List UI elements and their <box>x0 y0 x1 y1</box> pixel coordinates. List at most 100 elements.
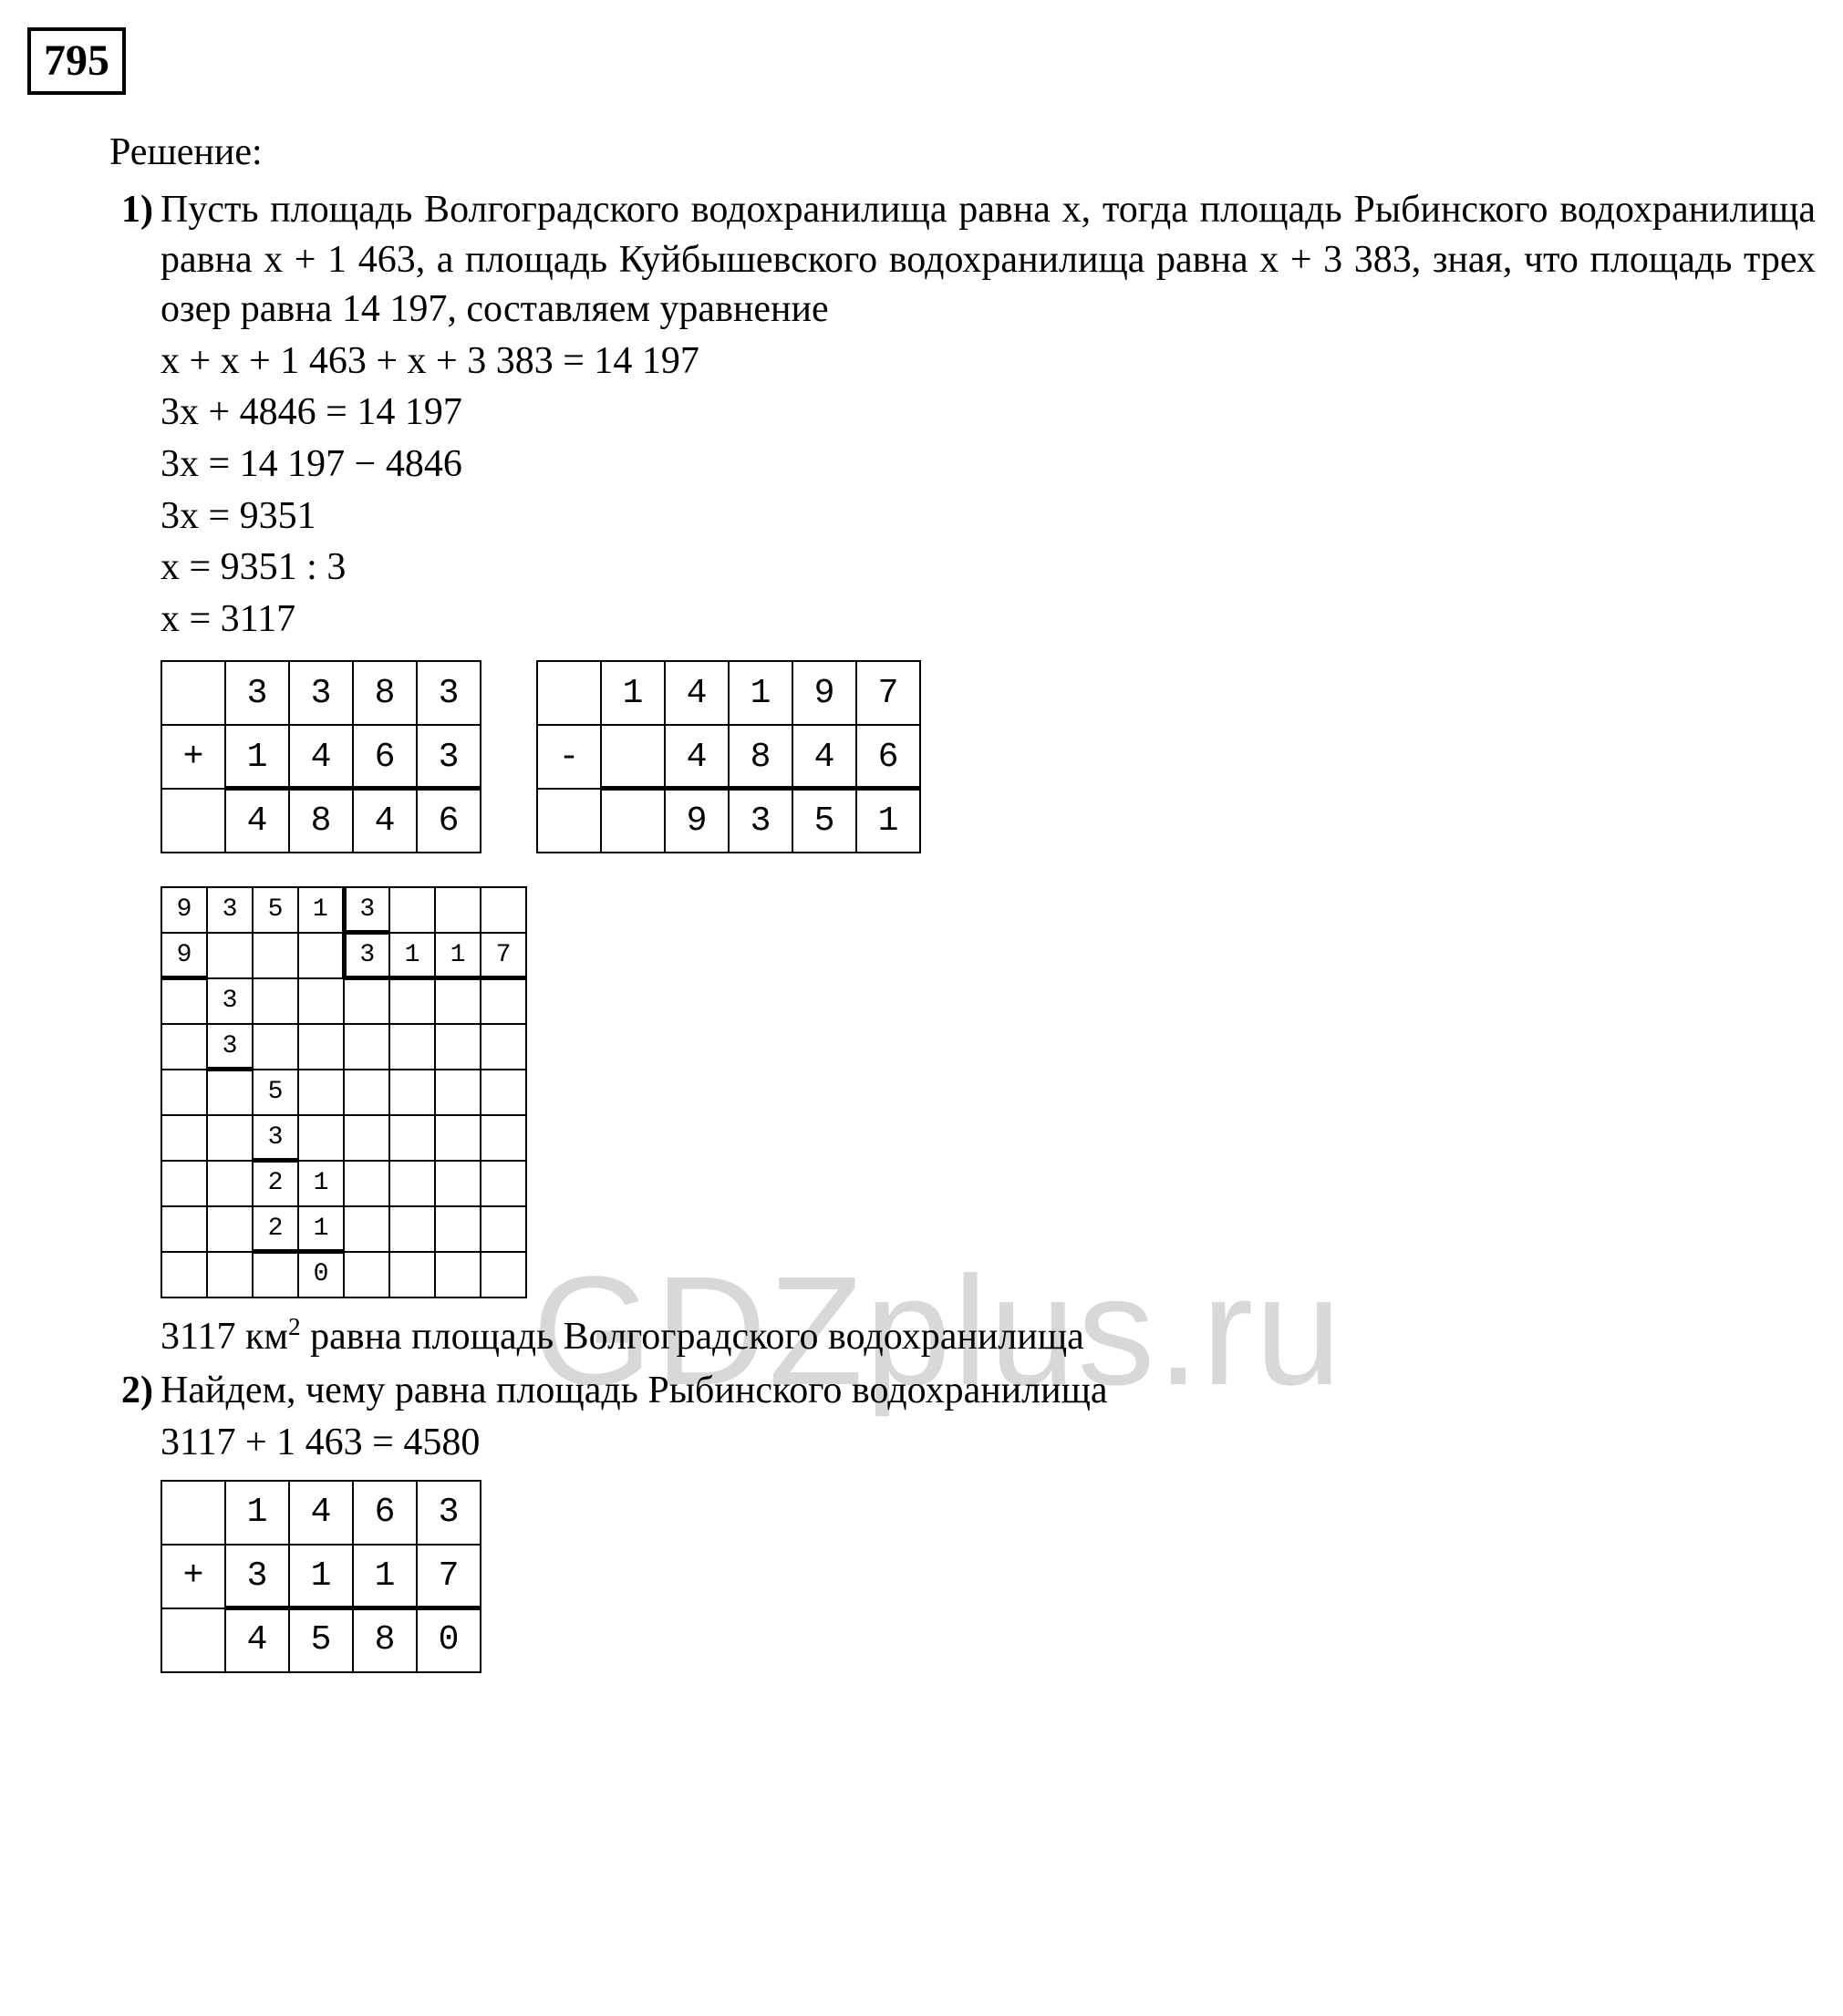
calc-cell: 8 <box>353 1608 417 1672</box>
calc-cell <box>601 789 665 853</box>
calc-cell <box>298 978 344 1024</box>
calc-cell <box>161 1252 207 1297</box>
calc-cell: 4 <box>353 789 417 853</box>
calc-cell: 1 <box>435 933 481 978</box>
calc-cell <box>161 1481 225 1545</box>
part-2-equation: 3117 + 1 463 = 4580 <box>160 1418 1816 1468</box>
calc-cell: 9 <box>161 887 207 933</box>
part-2-number: 2) <box>109 1366 160 1416</box>
calc-cell <box>481 1070 526 1115</box>
calc-cell: 4 <box>792 725 856 789</box>
calc-cell <box>161 1206 207 1252</box>
calc-cell <box>161 661 225 725</box>
calc-cell <box>389 1115 435 1161</box>
calc-cell: 4 <box>289 1481 353 1545</box>
calc-cell: 8 <box>353 661 417 725</box>
calc-cell <box>207 1252 253 1297</box>
problem-number: 795 <box>44 36 109 85</box>
part-1-arith-row: 3383+14634846 14197-48469351 <box>160 660 1816 853</box>
calc-cell <box>253 1024 298 1070</box>
calc-cell <box>344 1070 389 1115</box>
calc-cell: 8 <box>729 725 792 789</box>
calc-cell: 4 <box>225 789 289 853</box>
calc-cell <box>435 1070 481 1115</box>
calc-cell <box>481 1024 526 1070</box>
calc-cell: + <box>161 1545 225 1608</box>
calc-cell: 1 <box>601 661 665 725</box>
calc-cell <box>344 1206 389 1252</box>
calc-cell <box>207 1070 253 1115</box>
calc-cell: 0 <box>417 1608 481 1672</box>
calc-cell <box>161 1161 207 1206</box>
calc-cell <box>161 1115 207 1161</box>
calc-cell <box>161 1070 207 1115</box>
calc-cell: 5 <box>253 887 298 933</box>
calc-cell <box>298 1024 344 1070</box>
calc-cell <box>207 1206 253 1252</box>
calc-cell <box>298 1070 344 1115</box>
calc-cell: 5 <box>289 1608 353 1672</box>
calc-cell <box>344 1024 389 1070</box>
calc-cell <box>435 1115 481 1161</box>
calc-cell: 6 <box>353 1481 417 1545</box>
calc-cell <box>344 1252 389 1297</box>
calc-cell <box>344 1115 389 1161</box>
calc-cell: 7 <box>481 933 526 978</box>
calc-cell: 3 <box>729 789 792 853</box>
calc-cell: 1 <box>225 1481 289 1545</box>
calc-cell: 3 <box>207 887 253 933</box>
calc-cell <box>435 1252 481 1297</box>
calc-cell <box>435 1206 481 1252</box>
equation-line: 3x + 4846 = 14 197 <box>160 388 1816 438</box>
division-table: 9351393117335321210 <box>160 886 527 1298</box>
equation-line: x = 3117 <box>160 594 1816 645</box>
calc-cell <box>253 1252 298 1297</box>
calc-cell: 1 <box>289 1545 353 1608</box>
calc-cell: 0 <box>298 1252 344 1297</box>
calc-cell <box>207 933 253 978</box>
calc-cell <box>389 978 435 1024</box>
calc-cell: 3 <box>344 933 389 978</box>
calc-cell <box>161 789 225 853</box>
answer-suffix: равна площадь Волгоградского водохранили… <box>301 1316 1084 1358</box>
addition-table-2: 1463+31174580 <box>160 1480 481 1673</box>
calc-cell <box>537 789 601 853</box>
subtraction-table: 14197-48469351 <box>536 660 921 853</box>
part-1-equations: x + x + 1 463 + x + 3 383 = 14 197 3x + … <box>160 336 1816 645</box>
calc-cell: 1 <box>225 725 289 789</box>
calc-cell: 7 <box>417 1545 481 1608</box>
calc-cell: 8 <box>289 789 353 853</box>
calc-cell <box>481 1115 526 1161</box>
part-1-division-wrap: 9351393117335321210 <box>160 886 1816 1298</box>
calc-cell <box>344 1161 389 1206</box>
calc-cell: 1 <box>298 1161 344 1206</box>
calc-cell <box>481 1252 526 1297</box>
calc-cell: 2 <box>253 1161 298 1206</box>
part-2-table-wrap: 1463+31174580 <box>160 1480 1816 1673</box>
calc-cell: 3 <box>289 661 353 725</box>
calc-cell: 1 <box>856 789 920 853</box>
calc-cell: 4 <box>225 1608 289 1672</box>
calc-cell <box>389 1252 435 1297</box>
calc-cell <box>207 1115 253 1161</box>
calc-cell: 1 <box>389 933 435 978</box>
calc-cell <box>601 725 665 789</box>
calc-cell <box>481 1206 526 1252</box>
calc-cell <box>389 1024 435 1070</box>
calc-cell <box>481 887 526 933</box>
calc-cell: 4 <box>665 725 729 789</box>
calc-cell: 2 <box>253 1206 298 1252</box>
equation-line: 3x = 9351 <box>160 491 1816 542</box>
calc-cell <box>344 978 389 1024</box>
answer-prefix: 3117 км <box>160 1316 288 1358</box>
calc-cell: 4 <box>665 661 729 725</box>
calc-cell: 3 <box>417 1481 481 1545</box>
calc-cell: 1 <box>298 1206 344 1252</box>
calc-cell: 6 <box>856 725 920 789</box>
calc-cell <box>161 1608 225 1672</box>
equation-line: 3x = 14 197 − 4846 <box>160 439 1816 490</box>
calc-cell <box>207 1161 253 1206</box>
calc-cell: 3 <box>207 978 253 1024</box>
equation-line: x + x + 1 463 + x + 3 383 = 14 197 <box>160 336 1816 387</box>
calc-cell <box>253 978 298 1024</box>
